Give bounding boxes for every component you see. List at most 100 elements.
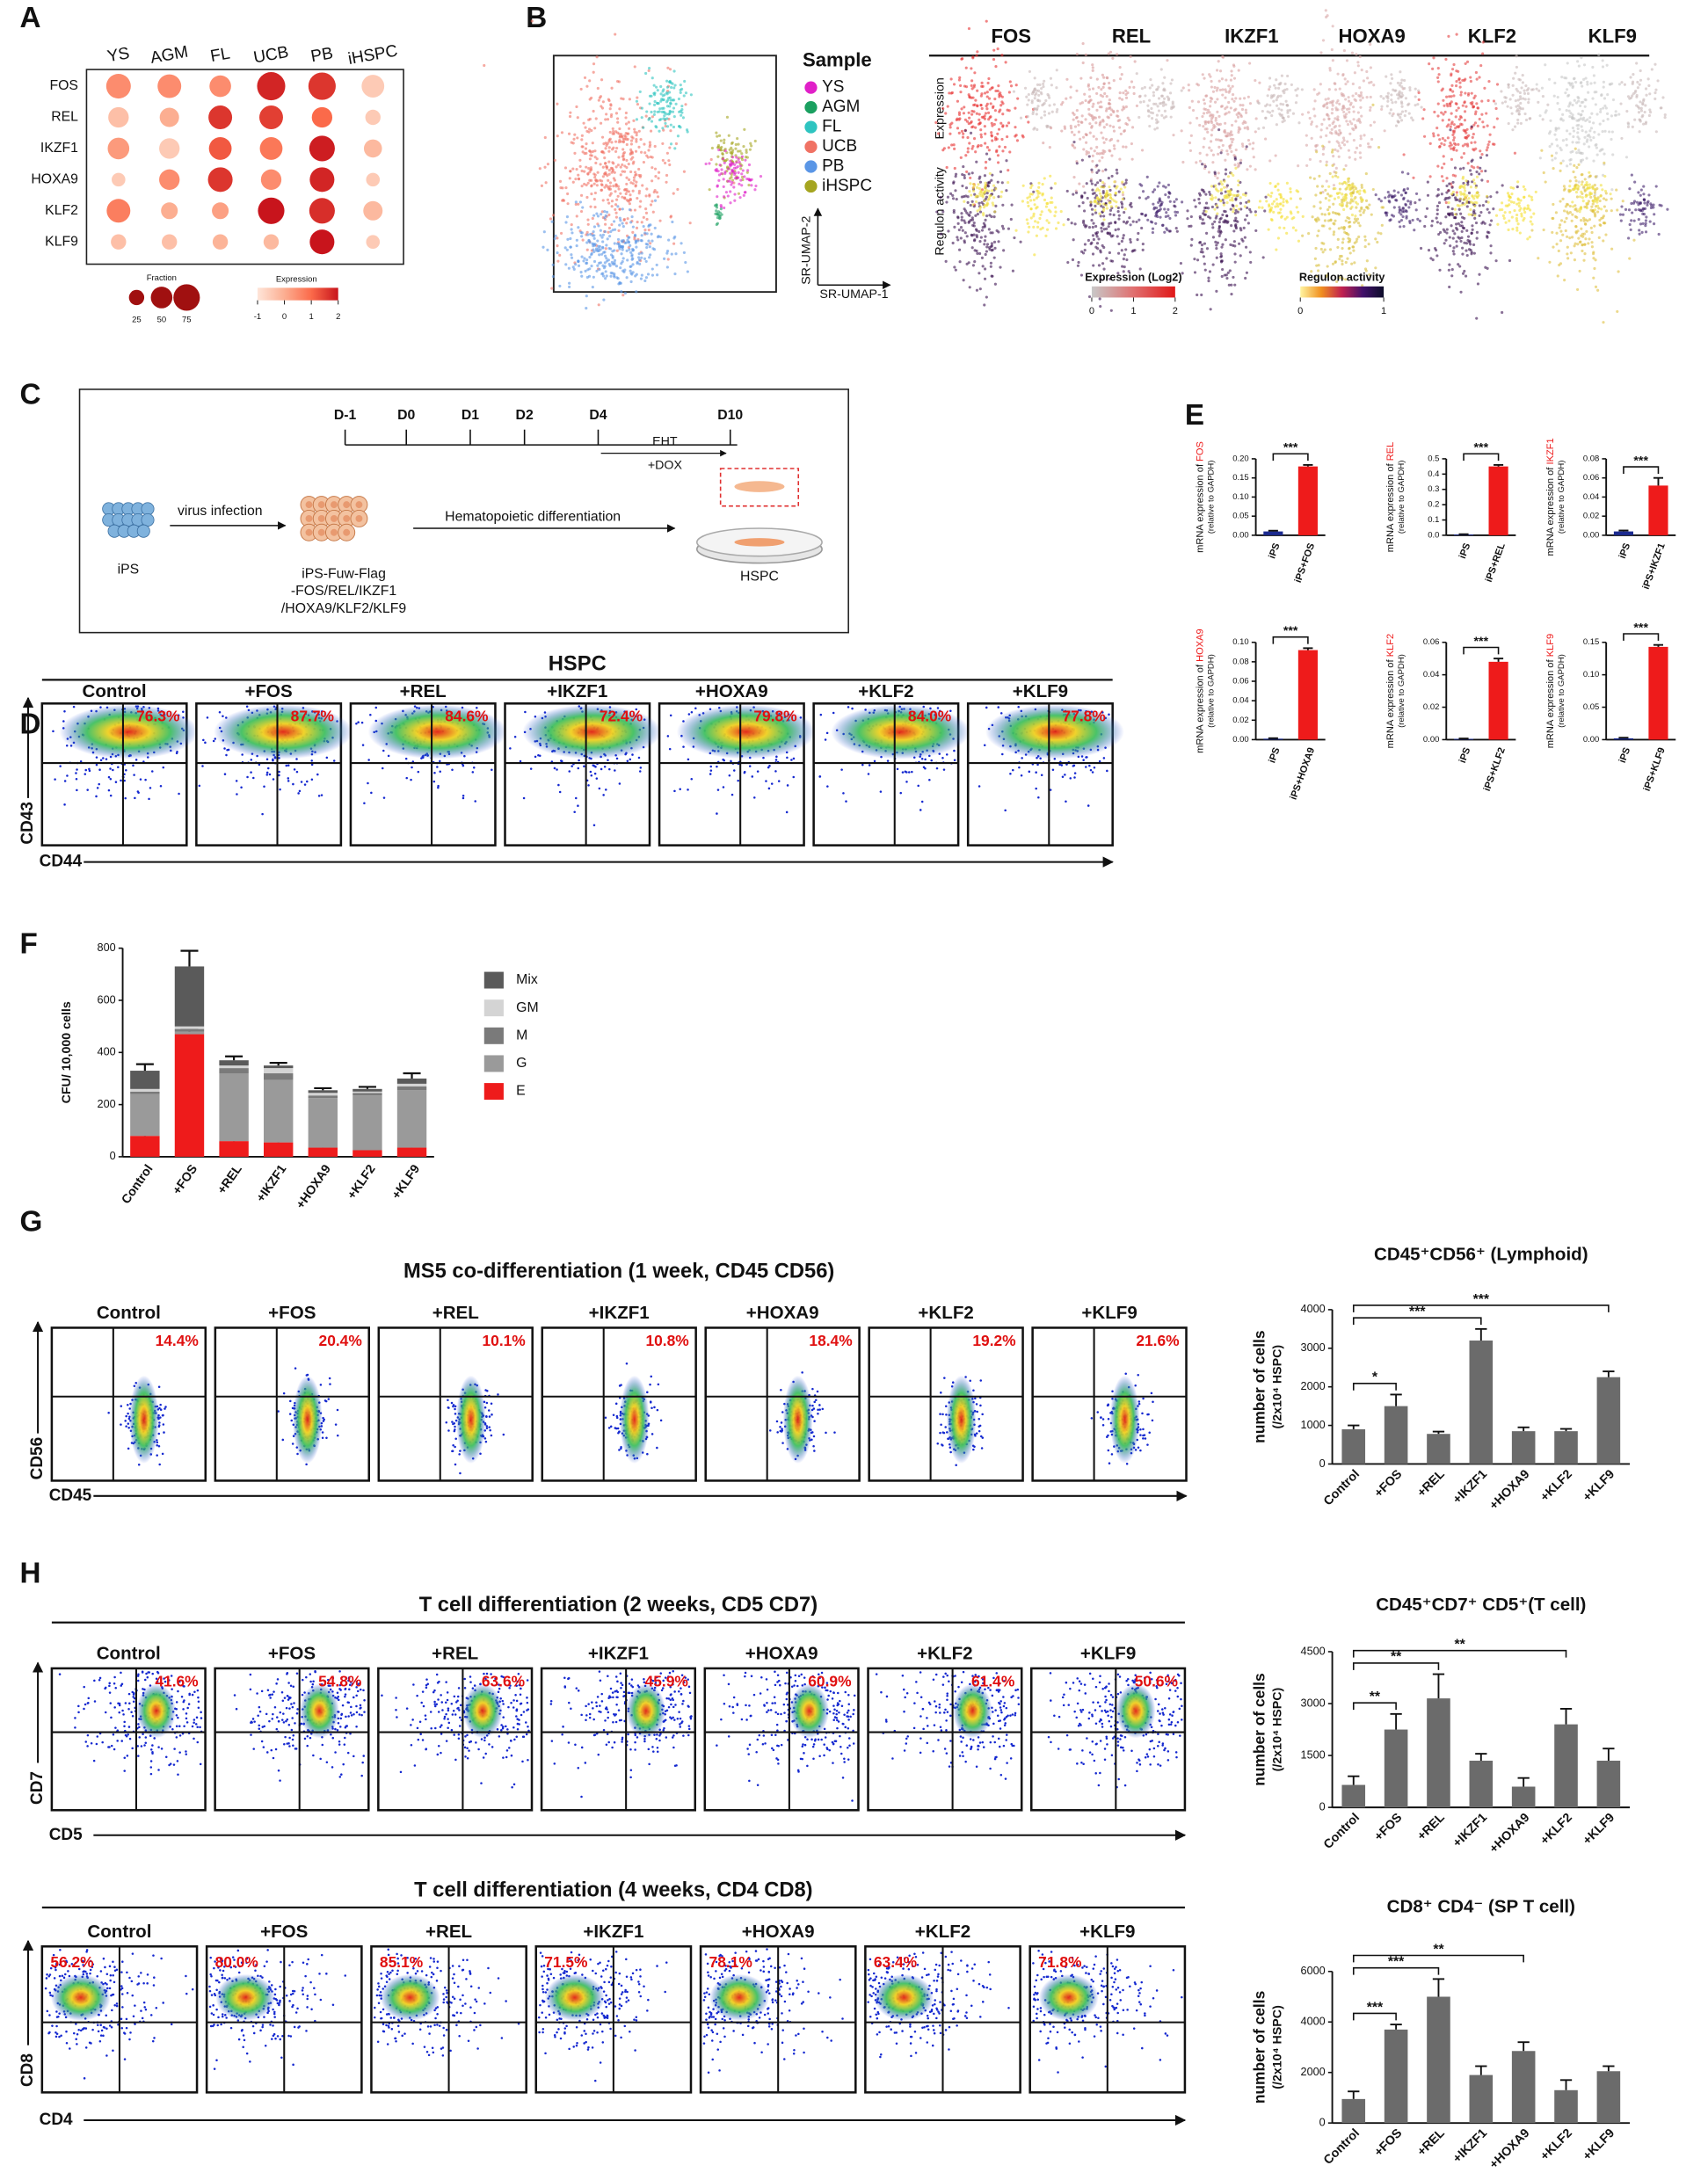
umap-cell	[1566, 235, 1569, 238]
umap-cell	[1632, 73, 1635, 76]
umap-cell	[956, 117, 959, 120]
umap-cell	[1348, 247, 1351, 251]
umap-cell	[600, 272, 604, 276]
umap-cell	[1196, 258, 1200, 262]
umap-cell	[1345, 231, 1348, 235]
umap-cell	[1452, 138, 1456, 142]
umap-cell	[647, 149, 650, 152]
umap-cell	[985, 152, 989, 156]
umap-cell	[1120, 206, 1124, 209]
umap-cell	[1571, 205, 1575, 208]
umap-cell	[1084, 53, 1087, 56]
umap-cell	[1275, 123, 1278, 127]
umap-cell	[1218, 229, 1223, 233]
nucleus	[305, 501, 313, 509]
umap-cell	[1043, 79, 1046, 83]
umap-cell	[625, 222, 629, 225]
umap-cell	[1069, 124, 1072, 127]
umap-cell	[1471, 201, 1475, 205]
dot	[258, 197, 285, 224]
umap-cell	[1466, 238, 1470, 242]
umap-cell	[1603, 129, 1607, 133]
umap-cell	[1562, 185, 1566, 188]
umap-cell	[1398, 211, 1401, 214]
umap-cell	[556, 102, 559, 105]
umap-cell	[1326, 219, 1331, 222]
umap-cell	[585, 248, 589, 251]
umap-cell	[1267, 193, 1270, 197]
umap-cell	[1489, 244, 1493, 248]
dot	[361, 75, 385, 98]
umap-cell	[1202, 125, 1205, 128]
umap-cell	[1582, 258, 1586, 262]
umap-cell	[956, 238, 960, 242]
umap-cell	[983, 223, 986, 227]
umap-cell	[744, 191, 747, 194]
umap-cell	[1118, 97, 1122, 100]
umap-cell	[1226, 152, 1230, 156]
umap-cell	[1463, 184, 1466, 187]
umap-cell	[1326, 101, 1329, 105]
umap-cell	[1450, 143, 1453, 147]
umap-cell	[628, 202, 631, 206]
umap-cell	[1322, 118, 1326, 121]
umap-cell	[1427, 249, 1431, 252]
umap-cell	[985, 91, 989, 94]
umap-cell	[996, 89, 999, 93]
umap-cell	[953, 147, 956, 150]
umap-cell	[1116, 185, 1119, 188]
panel-label: B	[526, 2, 547, 34]
umap-cell	[960, 218, 963, 222]
umap-cell	[1198, 123, 1202, 127]
umap-cell	[955, 198, 958, 201]
umap-cell	[1336, 212, 1341, 215]
umap-cell	[1337, 155, 1341, 158]
umap-cell	[1451, 129, 1455, 133]
umap-cell	[1417, 98, 1421, 101]
umap-cell	[941, 149, 945, 152]
umap-cell	[1090, 168, 1094, 171]
umap-cell	[1639, 109, 1644, 113]
umap-cell	[1410, 116, 1414, 120]
umap-cell	[1455, 79, 1458, 84]
umap-cell	[1021, 200, 1024, 203]
umap-cell	[1121, 180, 1124, 184]
umap-cell	[1448, 102, 1451, 105]
umap-cell	[1082, 148, 1086, 151]
umap-cell	[1245, 200, 1248, 204]
umap-cell	[1237, 128, 1240, 132]
dot	[365, 109, 381, 126]
umap-cell	[1172, 134, 1175, 137]
umap-cell	[1358, 86, 1362, 90]
umap-cell	[1133, 249, 1137, 252]
umap-cell	[673, 84, 677, 87]
umap-cell	[1116, 139, 1120, 142]
umap-cell	[1170, 106, 1174, 111]
umap-cell	[1582, 219, 1586, 222]
umap-cell	[1457, 77, 1461, 81]
umap-cell	[1561, 159, 1565, 163]
umap-cell	[1555, 138, 1559, 142]
umap-cell	[1459, 212, 1463, 215]
umap-cell	[613, 263, 616, 266]
umap-cell	[979, 144, 983, 148]
umap-cell	[715, 168, 718, 171]
umap-cell	[574, 263, 578, 266]
umap-cell	[625, 187, 629, 192]
umap-cell	[673, 235, 677, 238]
umap-cell	[1217, 171, 1220, 175]
umap-cell	[992, 48, 996, 52]
umap-cell	[665, 117, 669, 120]
umap-cell	[1465, 205, 1469, 208]
umap-cell	[1448, 263, 1451, 266]
umap-cell	[1360, 114, 1363, 118]
umap-cell	[1324, 188, 1327, 193]
umap-cell	[1455, 244, 1458, 248]
umap-cell	[1602, 106, 1605, 110]
umap-cell	[621, 257, 625, 260]
umap-cell	[1619, 102, 1623, 105]
umap-cell	[667, 159, 671, 163]
umap-cell	[592, 70, 595, 74]
umap-cell	[1469, 185, 1473, 189]
umap-cell	[1241, 144, 1245, 149]
